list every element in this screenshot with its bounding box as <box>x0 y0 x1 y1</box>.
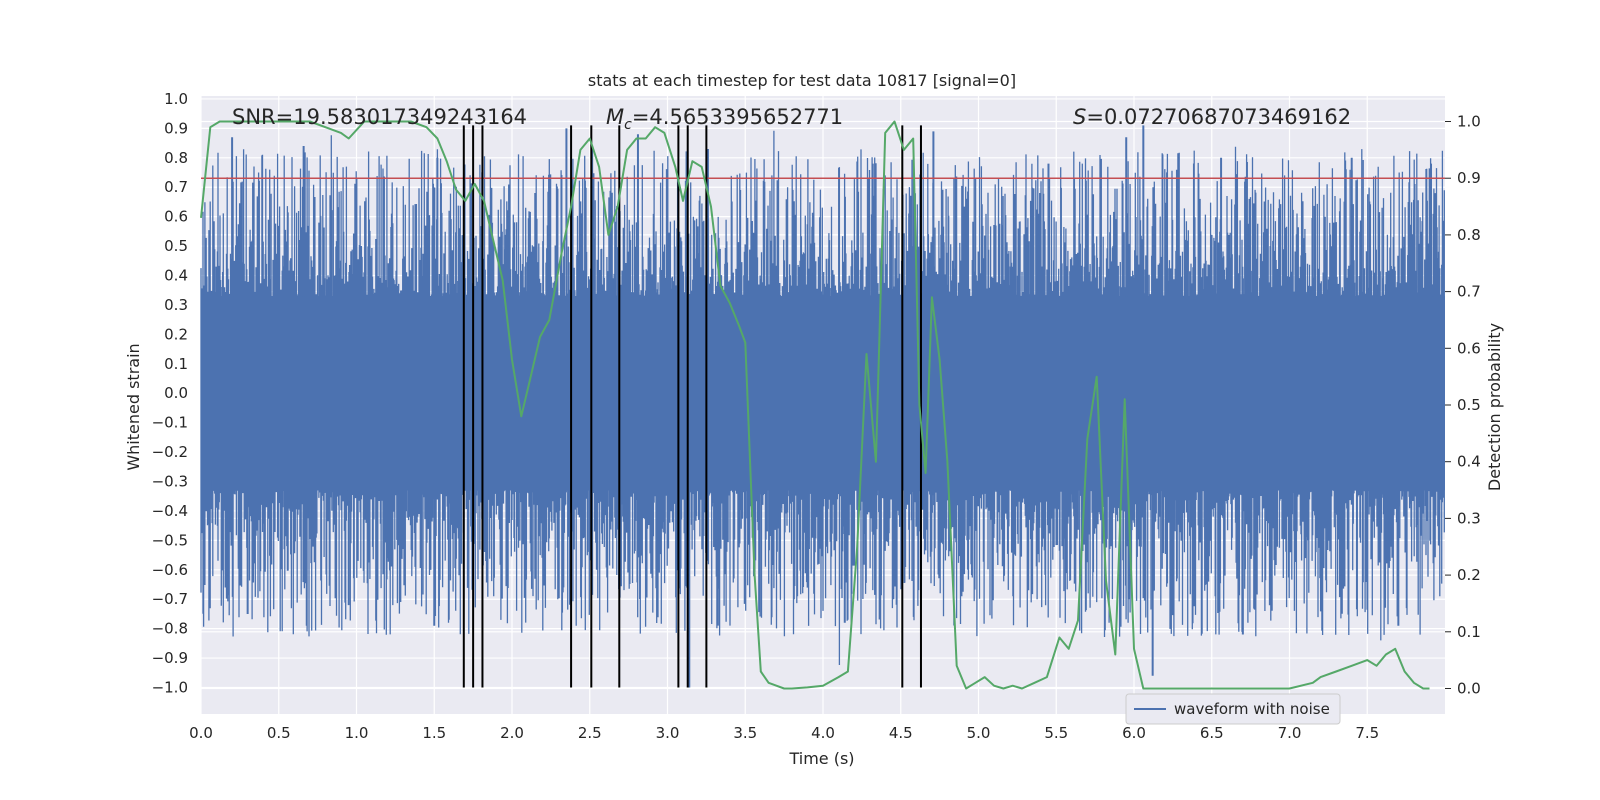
legend-label: waveform with noise <box>1174 700 1330 718</box>
chirp-mass-annotation: Mc=4.5653395652771 <box>606 105 843 133</box>
y-tick-label: −0.3 <box>152 473 188 491</box>
y-tick-label: 0.5 <box>164 237 188 255</box>
y-tick-label: 1.0 <box>164 90 188 108</box>
y-tick-label: 0.3 <box>164 296 188 314</box>
s-statistic-symbol: S <box>1073 105 1086 129</box>
y-tick-label: 0.6 <box>164 208 188 226</box>
y-tick-label: −0.9 <box>152 649 188 667</box>
x-tick-label: 7.0 <box>1278 724 1302 742</box>
y2-tick-label: 0.9 <box>1457 169 1481 187</box>
y2-tick-label: 0.0 <box>1457 679 1481 697</box>
x-tick-label: 6.0 <box>1122 724 1146 742</box>
y-tick-label: 0.9 <box>164 119 188 137</box>
y2-tick-label: 1.0 <box>1457 113 1481 131</box>
y-tick-label: −0.2 <box>152 443 188 461</box>
y-tick-label: −0.5 <box>152 531 188 549</box>
x-tick-label: 2.0 <box>500 724 524 742</box>
snr-annotation: SNR=19.583017349243164 <box>232 105 527 129</box>
legend-box <box>1125 693 1341 725</box>
y-tick-label: 0.7 <box>164 178 188 196</box>
legend: waveform with noise <box>1125 693 1341 725</box>
chart-title: stats at each timestep for test data 108… <box>588 71 1016 90</box>
x-tick-label: 5.0 <box>967 724 991 742</box>
x-tick-label: 1.0 <box>345 724 369 742</box>
x-tick-label: 5.5 <box>1044 724 1068 742</box>
chirp-mass-symbol: M <box>606 105 624 129</box>
y-tick-label: 0.0 <box>164 384 188 402</box>
y2-tick-label: 0.4 <box>1457 453 1481 471</box>
x-tick-label: 1.5 <box>422 724 446 742</box>
y2-tick-label: 0.5 <box>1457 396 1481 414</box>
x-tick-label: 6.5 <box>1200 724 1224 742</box>
x-tick-label: 4.0 <box>811 724 835 742</box>
y-tick-label: −0.6 <box>152 561 188 579</box>
x-tick-label: 2.5 <box>578 724 602 742</box>
y-tick-label: 0.1 <box>164 355 188 373</box>
y2-axis-label: Detection probability <box>1485 323 1504 491</box>
x-tick-label: 7.5 <box>1355 724 1379 742</box>
y-tick-label: 0.2 <box>164 325 188 343</box>
y-tick-label: 0.4 <box>164 267 188 285</box>
x-tick-label: 0.0 <box>189 724 213 742</box>
chirp-mass-subscript: c <box>624 117 632 133</box>
y-tick-label: −0.4 <box>152 502 188 520</box>
chirp-mass-value: =4.5653395652771 <box>632 105 843 129</box>
y-tick-label: 0.8 <box>164 149 188 167</box>
s-statistic-annotation: S=0.07270687073469162 <box>1073 105 1351 129</box>
y-tick-label: −0.1 <box>152 414 188 432</box>
y2-tick-label: 0.3 <box>1457 509 1481 527</box>
y-tick-label: −1.0 <box>152 679 188 697</box>
x-tick-label: 0.5 <box>267 724 291 742</box>
probability-line <box>200 120 1430 690</box>
y2-tick-label: 0.7 <box>1457 283 1481 301</box>
s-statistic-value: =0.07270687073469162 <box>1086 105 1351 129</box>
y2-tick-label: 0.8 <box>1457 226 1481 244</box>
y2-tick-label: 0.2 <box>1457 566 1481 584</box>
y-tick-label: −0.7 <box>152 590 188 608</box>
y2-tick-label: 0.6 <box>1457 339 1481 357</box>
y-axis-label: Whitened strain <box>124 343 143 470</box>
y2-tick-label: 0.1 <box>1457 623 1481 641</box>
waveform-core-band <box>201 296 1445 491</box>
x-tick-label: 3.0 <box>656 724 680 742</box>
x-tick-label: 4.5 <box>889 724 913 742</box>
x-tick-label: 3.5 <box>733 724 757 742</box>
x-axis-label: Time (s) <box>788 749 854 768</box>
y-tick-label: −0.8 <box>152 620 188 638</box>
